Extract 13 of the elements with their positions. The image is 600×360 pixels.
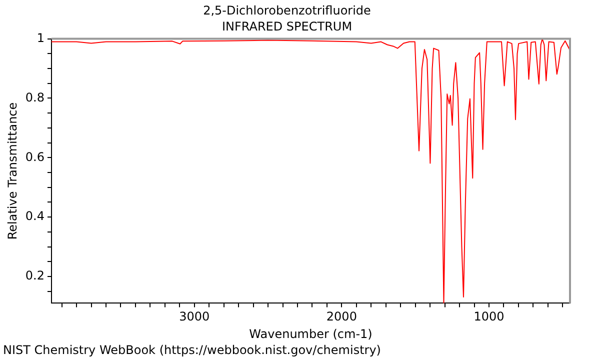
y-tick-label: 0.8 [25, 90, 44, 104]
y-tick-label: 1 [36, 30, 44, 45]
y-tick-label: 0.2 [25, 268, 44, 283]
x-axis-title: Wavenumber (cm-1) [249, 326, 372, 341]
text: NIST Chemistry WebBook (https://webbook.nist.gov/chemistry) [3, 343, 381, 357]
x-tick-label: 1000 [474, 310, 504, 324]
y-axis-title: Relative Transmittance [5, 102, 20, 240]
y-tick-label: 0.6 [25, 150, 44, 164]
chart-subtitle: INFRARED SPECTRUM [222, 20, 352, 34]
x-tick-label: 3000 [179, 310, 210, 324]
x-tick-label: 2000 [326, 310, 357, 324]
chart-title: 2,5-Dichlorobenzotrifluoride [203, 3, 371, 18]
y-tick-label: 0.4 [25, 209, 44, 224]
